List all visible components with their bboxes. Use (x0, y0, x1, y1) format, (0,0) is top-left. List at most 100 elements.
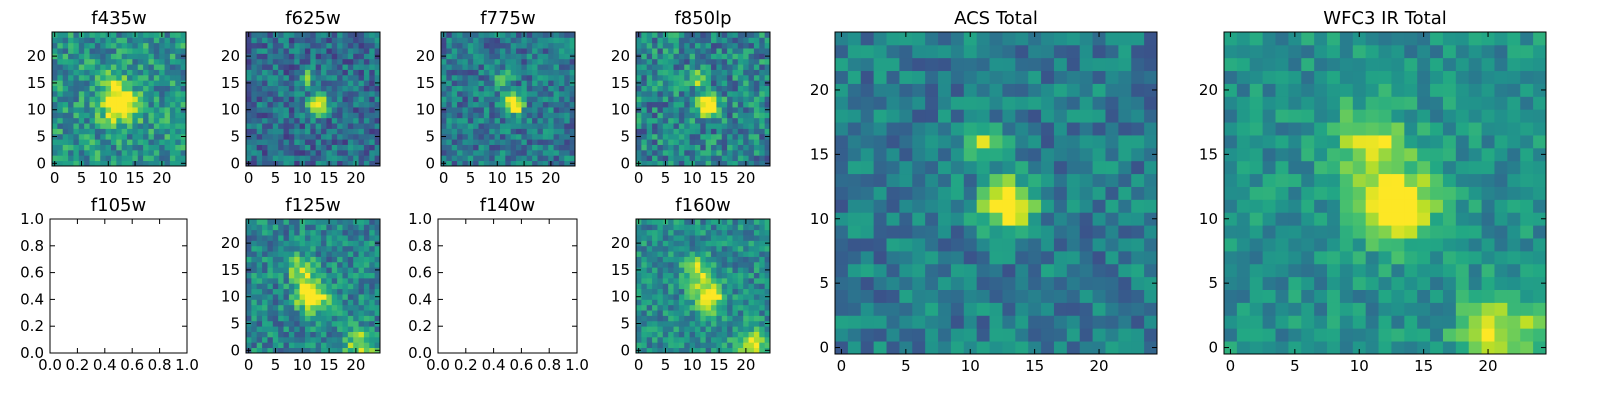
pixel-cell (457, 32, 463, 38)
pixel-cell (1015, 212, 1029, 226)
pixel-cell (516, 123, 522, 129)
pixel-cell (1404, 289, 1418, 303)
pixel-cell (1378, 212, 1392, 226)
pixel-cell (278, 347, 284, 354)
pixel-cell (1365, 109, 1379, 123)
pixel-cell (321, 90, 327, 97)
pixel-cell (537, 74, 544, 81)
pixel-cell (711, 294, 717, 300)
pixel-cell (542, 69, 549, 76)
pixel-cell (1144, 302, 1158, 316)
pixel-cell (342, 69, 349, 76)
pixel-cell (1275, 70, 1289, 84)
pixel-cell (446, 32, 453, 38)
pixel-cell (288, 251, 295, 257)
pixel-cell (537, 53, 544, 60)
pixel-cell (548, 42, 554, 49)
pixel-cell (278, 288, 284, 295)
pixel-cell (1015, 70, 1029, 84)
pixel-cell (246, 229, 252, 236)
pixel-cell (1391, 302, 1405, 316)
pixel-cell (1275, 147, 1289, 162)
pixel-cell (1378, 57, 1392, 72)
pixel-cell (860, 32, 875, 46)
pixel-cell (1352, 341, 1367, 355)
pixel-cell (294, 107, 300, 113)
pixel-cell (737, 299, 744, 306)
pixel-cell (278, 219, 284, 225)
pixel-cell (727, 310, 733, 316)
pixel-cell (860, 57, 875, 72)
pixel-cell (684, 123, 690, 129)
pixel-cell (1378, 289, 1392, 303)
pixel-cell (1249, 225, 1264, 239)
pixel-cell (337, 155, 343, 162)
pixel-cell (673, 80, 680, 86)
pixel-cell (976, 315, 990, 329)
pixel-cell (283, 37, 290, 44)
pixel-cell (963, 96, 978, 110)
pixel-cell (847, 109, 862, 123)
pixel-cell (68, 155, 74, 162)
pixel-cell (1028, 315, 1042, 329)
pixel-cell (1481, 135, 1495, 149)
pixel-cell (1131, 186, 1145, 200)
pixel-cell (1339, 199, 1354, 213)
pixel-cell (121, 64, 128, 70)
pixel-cell (278, 96, 284, 103)
pixel-cell (1520, 289, 1534, 303)
pixel-cell (304, 347, 311, 354)
pixel-cell (764, 310, 771, 316)
pixel-cell (446, 144, 453, 151)
pixel-cell (748, 336, 755, 343)
pixel-cell (267, 101, 274, 108)
pixel-cell (342, 235, 349, 241)
pixel-cell (700, 85, 707, 92)
pixel-cell (326, 283, 333, 290)
axes-frame-f105w (49, 218, 188, 354)
pixel-cell (705, 101, 712, 108)
pixel-cell (689, 144, 696, 151)
pixel-cell (689, 310, 696, 316)
pixel-cell (886, 70, 900, 84)
pixel-cell (489, 133, 495, 140)
pixel-cell (342, 331, 349, 338)
pixel-cell (732, 342, 739, 349)
pixel-cell (1314, 225, 1328, 239)
pixel-cell (748, 85, 755, 92)
pixel-cell (963, 186, 978, 200)
pixel-cell (262, 58, 268, 65)
pixel-cell (847, 289, 862, 303)
pixel-cell (310, 112, 317, 119)
pixel-cell (288, 256, 295, 263)
pixel-cell (1455, 212, 1470, 226)
pixel-cell (553, 90, 560, 97)
pixel-cell (1391, 315, 1405, 329)
pixel-cell (310, 37, 317, 44)
pixel-cell (700, 96, 707, 103)
pixel-cell (288, 58, 295, 65)
pixel-cell (321, 315, 327, 322)
pixel-cell (950, 250, 965, 265)
pixel-cell (1352, 173, 1367, 187)
pixel-cell (1404, 276, 1418, 290)
pixel-cell (246, 336, 252, 343)
pixel-cell (1002, 96, 1016, 110)
pixel-cell (489, 48, 495, 54)
pixel-cell (121, 69, 128, 76)
pixel-cell (283, 326, 290, 332)
pixel-cell (62, 74, 69, 81)
pixel-cell (553, 101, 560, 108)
pixel-cell (89, 128, 96, 135)
pixel-cell (251, 155, 258, 162)
pixel-cell (1494, 328, 1508, 342)
pixel-cell (451, 90, 458, 97)
pixel-cell (446, 133, 453, 140)
panel-title-f850lp: f850lp (674, 8, 731, 29)
pixel-cell (684, 58, 690, 65)
pixel-cell (727, 53, 733, 60)
pixel-cell (310, 229, 317, 236)
pixel-cell (175, 85, 182, 92)
pixel-cell (68, 101, 74, 108)
pixel-cell (938, 289, 952, 303)
